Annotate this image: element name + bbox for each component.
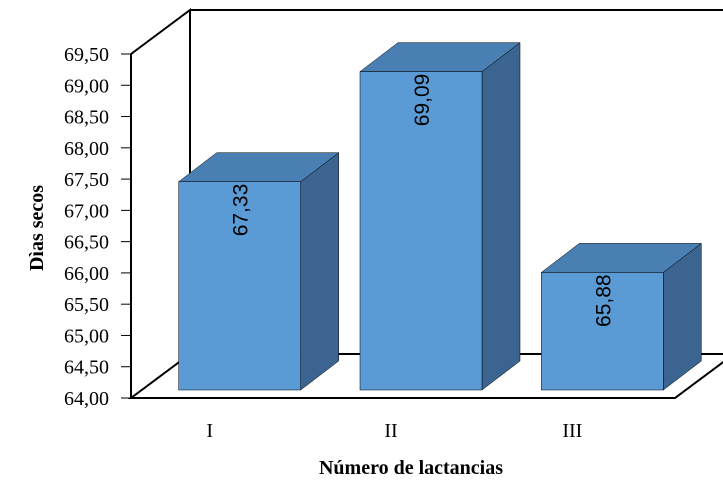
bar: 65,88: [540, 242, 703, 391]
y-tick-label: 64,00: [64, 388, 109, 410]
bar: 67,33: [177, 152, 340, 391]
y-tick-label: 68,00: [64, 138, 109, 160]
y-axis-label: Dìas secos: [26, 185, 48, 271]
bar-value-label: 67,33: [230, 184, 253, 237]
bars: 67,33 69,09 65,88: [177, 42, 703, 391]
y-tick-label: 67,50: [64, 169, 109, 191]
bar: 69,09: [359, 42, 521, 391]
x-tick-label: I: [206, 420, 213, 442]
y-tick-label: 65,50: [64, 294, 109, 316]
floor: [127, 353, 723, 399]
back-wall: [190, 9, 723, 11]
y-tick-label: 69,50: [64, 44, 109, 66]
y-tick-label: 67,00: [64, 200, 109, 222]
x-tick-label: III: [562, 420, 582, 442]
x-axis-ticks: I II III: [206, 420, 582, 442]
y-axis-ticks: 64,00 64,50 65,00 65,50 66,00 66,50 67,00 67,50…: [64, 44, 131, 410]
bar-value-label: 65,88: [592, 274, 615, 327]
bar-front: [178, 181, 301, 391]
y-tick-label: 66,00: [64, 263, 109, 285]
y-tick-label: 69,00: [64, 75, 109, 97]
x-tick-label: II: [384, 420, 397, 442]
bar-value-label: 69,09: [411, 74, 434, 127]
x-axis-label: Número de lactancias: [319, 457, 503, 479]
y-tick-label: 64,50: [64, 357, 109, 379]
bar-side: [300, 152, 339, 391]
bar-front: [359, 71, 483, 391]
bar-side: [481, 42, 521, 391]
y-tick-label: 68,50: [64, 107, 109, 129]
bar-front: [541, 272, 664, 391]
y-tick-label: 66,50: [64, 232, 109, 254]
y-tick-label: 65,00: [64, 325, 109, 347]
